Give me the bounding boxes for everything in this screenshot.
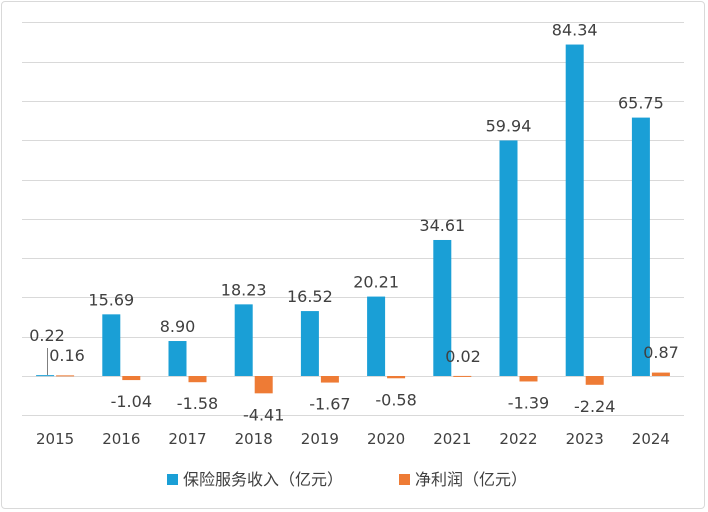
data-label-net-profit-2016: -1.04: [111, 392, 152, 411]
bar-net-profit-2022: [519, 376, 538, 382]
legend-label-net-profit: 净利润（亿元）: [415, 470, 527, 489]
x-axis-tick-labels: 2015 2016 2017 2018 2019 2020 2021 2022 2023 2024: [36, 430, 670, 448]
x-tick-label-2019: 2019: [301, 430, 339, 448]
x-tick-label-2016: 2016: [102, 430, 140, 448]
bar-revenue-2024: [631, 117, 650, 376]
data-label-revenue-2015: 0.22: [29, 326, 65, 345]
bar-revenue-2022: [499, 140, 518, 376]
data-label-net-profit-2015: 0.16: [49, 346, 85, 365]
data-label-net-profit-2022: -1.39: [508, 393, 549, 412]
data-label-net-profit-2024: 0.87: [643, 343, 679, 362]
bar-net-profit-2023: [585, 376, 604, 385]
legend-label-revenue: 保险服务收入（亿元）: [183, 470, 343, 489]
x-tick-label-2022: 2022: [499, 430, 537, 448]
x-tick-label-2023: 2023: [566, 430, 604, 448]
bar-revenue-2023: [565, 44, 584, 377]
x-tick-label-2015: 2015: [36, 430, 74, 448]
bar-revenue-2017: [168, 341, 187, 376]
bar-revenue-2016: [102, 314, 121, 376]
data-label-revenue-2022: 59.94: [486, 116, 532, 135]
data-label-revenue-2019: 16.52: [287, 287, 333, 306]
data-label-revenue-2024: 65.75: [618, 94, 664, 113]
data-label-revenue-2018: 18.23: [221, 280, 267, 299]
x-tick-label-2024: 2024: [632, 430, 670, 448]
x-tick-label-2020: 2020: [367, 430, 405, 448]
bar-net-profit-2016: [122, 376, 141, 381]
data-label-net-profit-2017: -1.58: [177, 394, 218, 413]
bar-revenue-2018: [234, 304, 253, 376]
bar-revenue-2021: [433, 239, 452, 376]
x-tick-label-2018: 2018: [235, 430, 273, 448]
gridlines: [22, 22, 684, 416]
bar-net-profit-2019: [320, 376, 339, 383]
data-label-revenue-2017: 8.90: [160, 317, 196, 336]
data-label-net-profit-2021: 0.02: [445, 347, 481, 366]
bar-net-profit-2024: [651, 372, 670, 376]
bar-revenue-2020: [367, 296, 386, 376]
data-label-net-profit-2023: -2.24: [574, 397, 615, 416]
bar-net-profit-2021: [453, 375, 472, 377]
x-tick-label-2021: 2021: [433, 430, 471, 448]
data-label-revenue-2020: 20.21: [353, 273, 399, 292]
data-label-revenue-2023: 84.34: [552, 21, 598, 40]
data-label-revenue-2016: 15.69: [88, 290, 134, 309]
x-tick-label-2017: 2017: [168, 430, 206, 448]
data-labels: 0.220.16 15.69 -1.04 8.90 -1.58 18.23 -4.41 16.…: [29, 21, 679, 425]
legend-swatch-net-profit: [399, 474, 410, 485]
bar-net-profit-2018: [254, 376, 273, 394]
bar-revenue-2015: [36, 375, 55, 377]
bar-revenue-2019: [300, 311, 319, 376]
data-label-revenue-2021: 34.61: [419, 216, 465, 235]
legend-swatch-revenue: [167, 474, 178, 485]
data-label-net-profit-2020: -0.58: [375, 390, 416, 409]
data-label-net-profit-2018: -4.41: [243, 405, 284, 424]
bar-net-profit-2017: [188, 376, 207, 383]
legend: 保险服务收入（亿元） 净利润（亿元）: [167, 470, 527, 489]
bar-net-profit-2020: [387, 376, 406, 379]
bars: [36, 44, 670, 394]
data-label-net-profit-2019: -1.67: [309, 395, 350, 414]
bar-net-profit-2015: [56, 375, 75, 377]
